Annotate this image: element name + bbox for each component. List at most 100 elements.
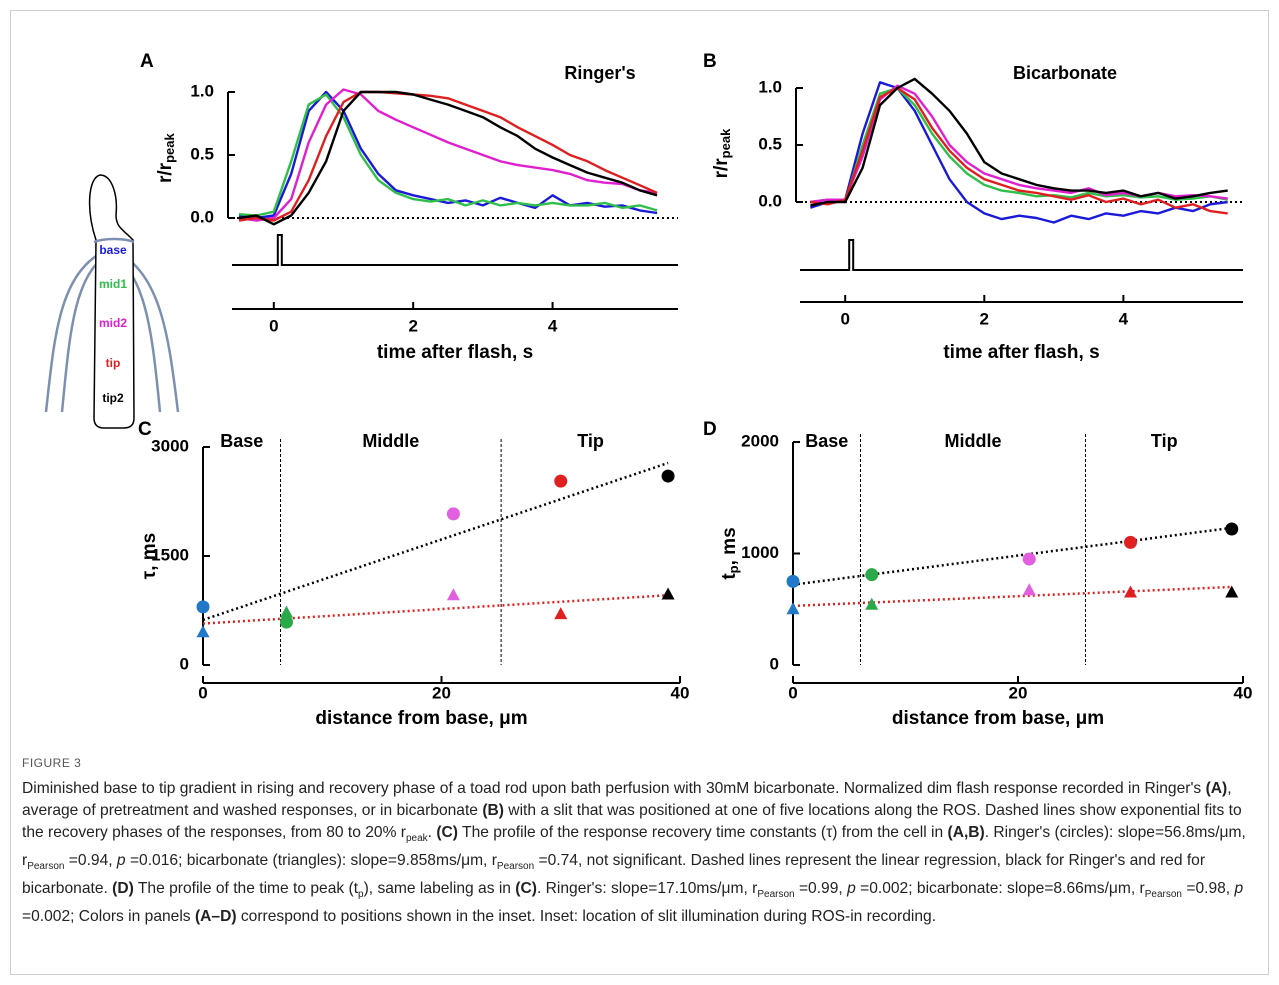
trace [238, 90, 658, 222]
panel-letter: C [138, 419, 152, 440]
panel-letter: D [703, 419, 717, 440]
point [554, 474, 568, 488]
caption-italic: p [116, 852, 126, 870]
x-tick-label: 4 [548, 316, 558, 335]
point [661, 587, 675, 600]
figure-label: FIGURE 3 [22, 756, 82, 770]
region-label: Middle [945, 431, 1002, 451]
inset-label: base [99, 243, 127, 257]
trace [810, 81, 1228, 224]
regression-line [792, 526, 1232, 586]
caption-part: , average of pretreatment and washed res… [22, 780, 1232, 819]
caption-part: =0.74, not significant. Dashed lines rep… [22, 852, 1206, 898]
y-tick-label: 1.0 [190, 81, 214, 100]
point [661, 469, 675, 483]
caption-ref: (A) [1205, 780, 1228, 797]
caption-part: =0.94, [64, 852, 117, 870]
caption-part: =0.002; bicarbonate: slope=8.66ms/μm, r [855, 880, 1145, 898]
x-tick-label: 2 [408, 316, 417, 335]
x-tick-label: 20 [432, 683, 451, 702]
point [865, 568, 879, 582]
point [279, 615, 293, 629]
x-axis-label: distance from base, μm [315, 708, 527, 729]
y-tick-label: 0.5 [190, 144, 214, 163]
point [865, 597, 879, 610]
x-tick-label: 0 [788, 683, 797, 702]
caption-sub: Pearson [1144, 889, 1182, 901]
caption-part: . Ringer's: slope=17.10ms/μm, r [536, 880, 758, 898]
caption-sub: p [358, 889, 364, 901]
region-label: Base [805, 431, 848, 451]
y-tick-label: 0.0 [190, 207, 214, 226]
caption-part: Diminished base to tip gradient in risin… [22, 780, 1206, 797]
point [1225, 522, 1239, 536]
x-axis-label: time after flash, s [943, 342, 1099, 363]
point [1225, 585, 1239, 598]
y-axis-label-sub: p [726, 565, 741, 573]
caption-italic: p [1234, 880, 1244, 898]
inset-arc [93, 237, 135, 244]
panel-letter: A [140, 51, 154, 72]
x-tick-label: 2 [980, 309, 989, 328]
trace [238, 88, 658, 222]
caption-part: =0.016; bicarbonate (triangles): slope=9… [125, 852, 497, 870]
y-tick-label: 1500 [151, 545, 189, 564]
inset-label: tip [106, 356, 121, 370]
y-axis-label-part: τ, ms [139, 533, 160, 580]
y-axis-label: τ, ms [139, 533, 160, 580]
x-tick-label: 40 [1234, 683, 1253, 702]
y-tick-label: 1.0 [758, 77, 782, 96]
point [196, 625, 210, 638]
x-tick-label: 40 [671, 683, 690, 702]
point [1124, 585, 1137, 598]
region-label: Tip [1151, 431, 1178, 451]
caption-part: =0.98, [1182, 880, 1235, 898]
y-tick-label: 2000 [741, 431, 779, 450]
caption-ref: (C) [436, 824, 458, 841]
y-tick-label: 1000 [741, 543, 779, 562]
inset-label: tip2 [102, 391, 124, 405]
y-axis-label-sub: peak [718, 128, 733, 158]
point [786, 574, 800, 588]
point [1124, 535, 1137, 549]
regression-line [202, 461, 669, 622]
point [786, 602, 800, 615]
figure-frame [10, 10, 1269, 975]
panel-title: Ringer's [564, 63, 635, 83]
y-tick-label: 0.5 [758, 134, 782, 153]
y-tick-label: 3000 [151, 436, 189, 455]
trace [810, 77, 1228, 207]
y-axis-label-part: t [719, 573, 740, 580]
regression-line [792, 585, 1232, 608]
x-tick-label: 4 [1119, 309, 1129, 328]
panel-letter: B [703, 51, 717, 72]
y-tick-label: 0 [180, 654, 189, 673]
trace [810, 86, 1228, 204]
inset: base mid1 mid2 tip tip2 [44, 174, 180, 429]
y-axis-label: tp, ms [719, 527, 741, 579]
caption-ref: (A,B) [947, 824, 985, 841]
caption-ref: (D) [112, 880, 134, 898]
caption-part: correspond to positions shown in the ins… [236, 908, 937, 926]
caption-ref: (C) [515, 880, 537, 898]
point [554, 607, 568, 620]
inset-label: mid1 [99, 277, 127, 291]
y-axis-label-part: r/r [155, 162, 176, 183]
caption-part: The profile of the time to peak (t [133, 880, 359, 898]
x-tick-label: 0 [269, 316, 278, 335]
caption-ref: (A–D) [194, 908, 237, 926]
region-label: Middle [362, 431, 419, 451]
caption-part: . [427, 824, 437, 841]
trace [238, 90, 658, 220]
x-tick-label: 20 [1009, 683, 1028, 702]
y-axis-label-part: r/r [711, 158, 732, 179]
panel-title: Bicarbonate [1013, 63, 1117, 83]
caption-sub: Pearson [496, 861, 535, 873]
region-label: Tip [577, 431, 604, 451]
caption: FIGURE 3 Diminished base to tip gradient… [22, 752, 1262, 928]
trace [238, 93, 658, 217]
point [1022, 583, 1036, 596]
figure: base mid1 mid2 tip tip2 ARinger'sr/rpeak… [44, 51, 1253, 729]
x-axis-label: distance from base, μm [892, 708, 1104, 729]
